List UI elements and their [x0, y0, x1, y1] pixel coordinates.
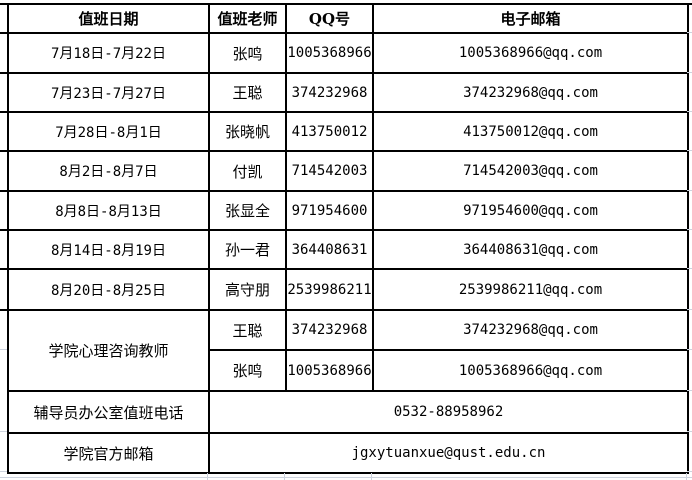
office-phone-label-cell: 辅导员办公室值班电话 [7, 390, 210, 434]
table-row: 辅导员办公室值班电话 0532-88958962 [7, 390, 689, 434]
gridline-segment [687, 431, 692, 432]
table-row: 8月2日-8月7日 付凯 714542003 714542003@qq.com [7, 150, 689, 192]
duty-teacher-cell: 张晓帆 [208, 111, 287, 152]
qq-number-cell: 2539986211 [285, 268, 374, 311]
table-border-segment [0, 150, 9, 152]
table-row: 张鸣 1005368966 1005368966@qq.com [8, 349, 689, 392]
email-cell: 971954600@qq.com [372, 190, 689, 231]
gridline-segment [0, 471, 7, 472]
duty-date-cell: 8月8日-8月13日 [7, 190, 210, 231]
official-email-value-cell: jgxytuanxue@qust.edu.cn [208, 432, 689, 474]
gridline-segment [687, 229, 692, 230]
gridline-segment [687, 111, 692, 112]
table-border-segment [0, 229, 9, 231]
table-row: 8月8日-8月13日 张显全 971954600 971954600@qq.co… [7, 190, 689, 231]
qq-number-cell: 374232968 [285, 72, 374, 113]
table-row: 学院官方邮箱 jgxytuanxue@qust.edu.cn [7, 432, 689, 474]
header-qq-number: QQ号 [285, 3, 374, 34]
duty-teacher-cell: 孙一君 [208, 229, 287, 270]
gridline-segment [686, 473, 687, 480]
duty-date-cell: 7月28日-8月1日 [7, 111, 210, 152]
duty-date-cell: 8月14日-8月19日 [7, 229, 210, 270]
gridline-segment [687, 390, 692, 391]
gridline-segment [207, 473, 208, 480]
qq-number-cell: 714542003 [285, 150, 374, 192]
duty-date-cell: 7月23日-7月27日 [7, 72, 210, 113]
email-cell: 2539986211@qq.com [372, 268, 689, 311]
psych-counselor-label-cell: 学院心理咨询教师 [7, 309, 210, 392]
gridline-segment [0, 431, 7, 432]
email-cell: 714542003@qq.com [372, 150, 689, 192]
duty-date-cell: 8月2日-8月7日 [7, 150, 210, 192]
qq-number-cell: 413750012 [285, 111, 374, 152]
gridline-segment [687, 309, 692, 310]
gridline-segment [687, 32, 692, 33]
duty-date-cell: 7月18日-7月22日 [7, 32, 210, 74]
qq-number-cell: 374232968 [285, 309, 374, 351]
gridline-segment [687, 471, 692, 472]
table-row: 8月14日-8月19日 孙一君 364408631 364408631@qq.c… [7, 229, 689, 270]
table-row: 8月20日-8月25日 高守朋 2539986211 2539986211@qq… [7, 268, 689, 311]
email-cell: 413750012@qq.com [372, 111, 689, 152]
table-border-segment [0, 32, 9, 34]
duty-teacher-cell: 王聪 [208, 72, 287, 113]
header-row: 值班日期 值班老师 QQ号 电子邮箱 [7, 3, 689, 34]
duty-schedule-table: 值班日期 值班老师 QQ号 电子邮箱 7月18日-7月22日 张鸣 100536… [7, 3, 689, 474]
duty-teacher-cell: 高守朋 [208, 268, 287, 311]
qq-number-cell: 364408631 [285, 229, 374, 270]
gridline-segment [284, 473, 285, 480]
email-cell: 364408631@qq.com [372, 229, 689, 270]
official-email-label-cell: 学院官方邮箱 [7, 432, 210, 474]
gridline-segment [687, 268, 692, 269]
gridline-segment [371, 473, 372, 480]
duty-teacher-cell: 付凯 [208, 150, 287, 192]
office-phone-value-cell: 0532-88958962 [208, 390, 689, 434]
table-border-segment [0, 72, 9, 74]
gridline-segment [687, 349, 692, 350]
header-email: 电子邮箱 [372, 3, 689, 34]
gridline-segment [687, 150, 692, 151]
duty-teacher-cell: 王聪 [208, 309, 287, 351]
table-border-segment [0, 111, 9, 113]
table-border-segment [0, 309, 9, 311]
gridline-segment [687, 72, 692, 73]
table-border-segment [0, 268, 9, 270]
email-cell: 374232968@qq.com [372, 309, 689, 351]
qq-number-cell: 971954600 [285, 190, 374, 231]
table-row: 7月23日-7月27日 王聪 374232968 374232968@qq.co… [7, 72, 689, 113]
table-border-segment [0, 190, 9, 192]
duty-teacher-cell: 张鸣 [208, 349, 287, 392]
email-cell: 1005368966@qq.com [372, 349, 689, 392]
table-row: 学院心理咨询教师 王聪 374232968 374232968@qq.com [7, 309, 689, 392]
table-row: 7月18日-7月22日 张鸣 1005368966 1005368966@qq.… [7, 32, 689, 74]
duty-date-cell: 8月20日-8月25日 [7, 268, 210, 311]
qq-number-cell: 1005368966 [285, 349, 374, 392]
header-duty-teacher: 值班老师 [208, 3, 287, 34]
header-duty-date: 值班日期 [7, 3, 210, 34]
gridline-segment [687, 190, 692, 191]
gridline-segment [0, 477, 692, 478]
table-row: 7月28日-8月1日 张晓帆 413750012 413750012@qq.co… [7, 111, 689, 152]
duty-teacher-cell: 张鸣 [208, 32, 287, 74]
email-cell: 374232968@qq.com [372, 72, 689, 113]
gridline-segment [0, 349, 7, 350]
qq-number-cell: 1005368966 [285, 32, 374, 74]
email-cell: 1005368966@qq.com [372, 32, 689, 74]
duty-teacher-cell: 张显全 [208, 190, 287, 231]
table-border-segment [0, 3, 692, 5]
